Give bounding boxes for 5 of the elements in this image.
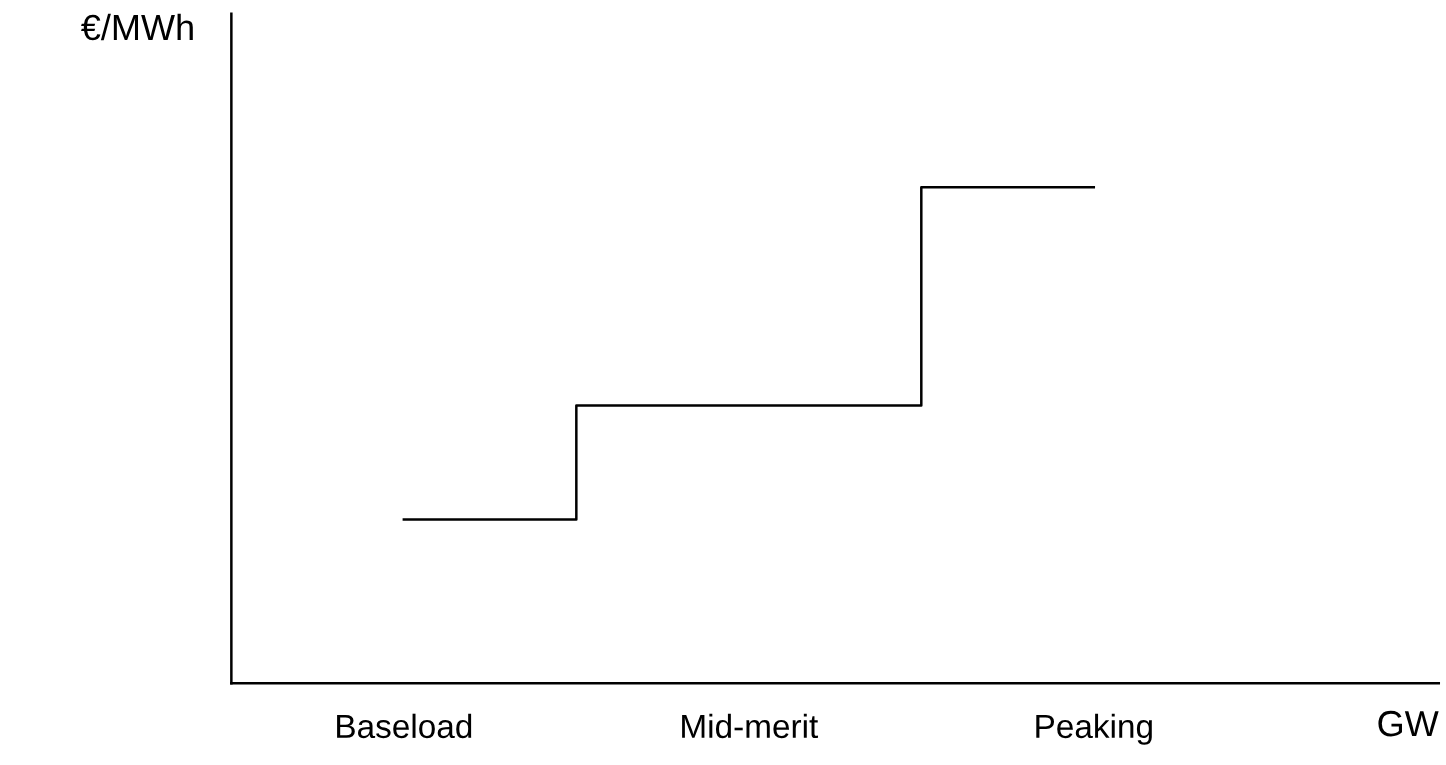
x-tick-label: Baseload [337, 713, 472, 739]
x-tick-label: Peaking [1036, 713, 1152, 745]
x-tick-label: Mid-merit [682, 713, 819, 739]
x-axis-title: GW [1378, 710, 1439, 737]
y-axis-title: €/MWh [81, 13, 193, 41]
